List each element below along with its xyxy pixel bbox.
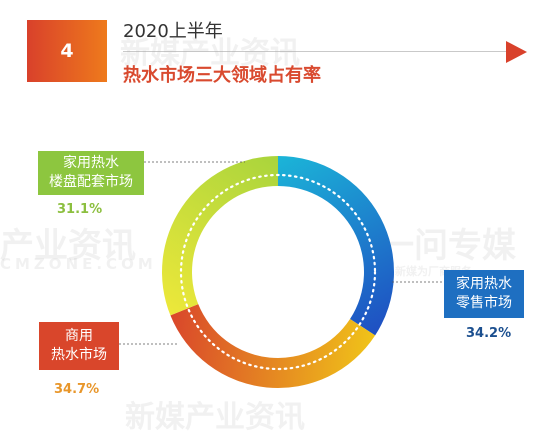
data-label-retail: 34.2%	[466, 326, 512, 341]
chart-title: 热水市场三大领域占有率	[123, 65, 321, 86]
chart-subtitle: 2020上半年	[123, 21, 223, 42]
arrow-icon	[506, 41, 527, 63]
legend-label-line: 家用热水	[456, 276, 512, 292]
legend-label-line: 楼盘配套市场	[49, 174, 133, 190]
donut-slice-commercial	[170, 304, 376, 389]
donut-slice-home-building	[162, 156, 278, 316]
legend-label-line: 热水市场	[51, 347, 107, 363]
legend-label-line: 家用热水	[63, 155, 119, 171]
legend-label-line: 零售市场	[456, 295, 512, 311]
data-label-commercial: 34.7%	[54, 382, 100, 397]
legend-label-commercial: 商用 热水市场	[39, 322, 119, 370]
donut-chart	[119, 156, 444, 389]
legend-label-retail: 家用热水 零售市场	[444, 270, 524, 318]
leader-lines	[119, 161, 444, 345]
inner-dotted-ring	[179, 173, 377, 371]
data-label-home-building: 31.1%	[57, 202, 103, 217]
donut-slices	[162, 156, 394, 389]
legend-label-line: 商用	[65, 328, 93, 344]
section-number: 4	[60, 40, 74, 62]
donut-slice-retail	[278, 156, 394, 336]
legend-label-home-building: 家用热水 楼盘配套市场	[38, 151, 144, 195]
header-divider	[123, 51, 506, 52]
section-number-badge: 4	[27, 20, 107, 82]
